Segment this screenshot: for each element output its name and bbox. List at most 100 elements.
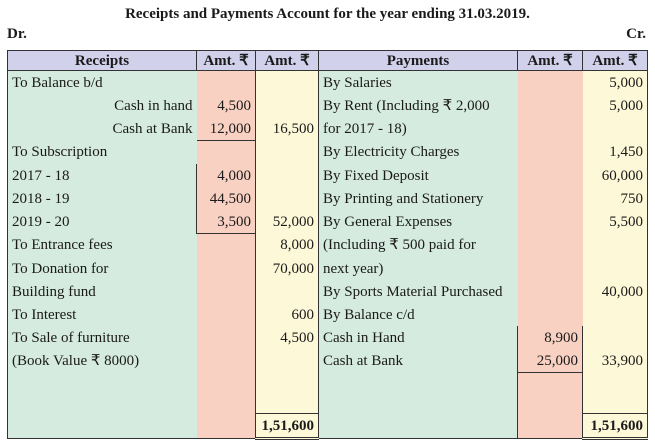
payment-particular: By Printing and Stationery bbox=[318, 187, 518, 210]
payment-amount-total: 40,000 bbox=[582, 280, 648, 303]
payment-amount-sub bbox=[517, 70, 583, 94]
payment-amount-total: 5,000 bbox=[582, 94, 648, 117]
header-payments: Payments bbox=[318, 50, 518, 71]
receipt-amount-sub: 3,500 bbox=[196, 210, 256, 234]
payment-particular: Cash at Bank bbox=[318, 349, 518, 373]
receipt-amount-sub bbox=[196, 257, 256, 280]
receipts-total: 1,51,600 bbox=[255, 413, 319, 440]
payment-amount-total bbox=[582, 117, 648, 141]
header-amount: Amt. ₹ bbox=[517, 50, 583, 71]
receipt-amount-total: 70,000 bbox=[255, 257, 319, 280]
header-amount: Amt. ₹ bbox=[255, 50, 319, 71]
payment-amount-sub bbox=[517, 117, 583, 141]
receipt-particular: To Donation for bbox=[7, 257, 197, 280]
payment-amount-total: 750 bbox=[582, 187, 648, 210]
payment-amount-sub bbox=[517, 140, 583, 164]
payment-amount-sub bbox=[517, 164, 583, 187]
payment-particular: for 2017 - 18) bbox=[318, 117, 518, 141]
payment-amount-total bbox=[582, 257, 648, 280]
table-row: (Book Value ₹ 8000) Cash at Bank 25,000 33,… bbox=[7, 349, 648, 373]
payment-amount-total bbox=[582, 326, 648, 349]
payment-particular: By Sports Material Purchased bbox=[318, 280, 518, 303]
receipt-amount-sub bbox=[196, 280, 256, 303]
table-row: 2017 - 18 4,000 By Fixed Deposit 60,000 bbox=[7, 164, 648, 187]
receipt-amount-total bbox=[255, 280, 319, 303]
payment-particular: (Including ₹ 500 paid for bbox=[318, 233, 518, 257]
receipt-particular: To Entrance fees bbox=[7, 233, 197, 257]
payment-amount-sub: 8,900 bbox=[517, 326, 583, 349]
receipt-amount-total bbox=[255, 187, 319, 210]
receipt-amount-sub bbox=[196, 233, 256, 257]
table-row: Building fund By Sports Material Purchase… bbox=[7, 280, 648, 303]
payment-amount-total: 5,500 bbox=[582, 210, 648, 234]
receipt-amount-total bbox=[255, 140, 319, 164]
receipt-amount-sub bbox=[196, 349, 256, 373]
receipt-amount-total bbox=[255, 164, 319, 187]
receipt-particular: (Book Value ₹ 8000) bbox=[7, 349, 197, 373]
payment-amount-sub bbox=[517, 280, 583, 303]
table-row: 2019 - 20 3,500 52,000 By General Expenses 5… bbox=[7, 210, 648, 234]
payment-amount-total bbox=[582, 233, 648, 257]
receipt-amount-sub: 12,000 bbox=[196, 117, 256, 141]
payment-amount-total: 60,000 bbox=[582, 164, 648, 187]
payment-amount-sub bbox=[517, 210, 583, 234]
credit-label: Cr. bbox=[626, 26, 646, 42]
payment-amount-sub bbox=[517, 94, 583, 117]
payment-particular: By General Expenses bbox=[318, 210, 518, 234]
receipt-amount-total: 600 bbox=[255, 303, 319, 326]
receipt-particular: 2019 - 20 bbox=[7, 210, 197, 234]
receipt-amount-sub bbox=[196, 326, 256, 349]
receipt-amount-sub bbox=[196, 303, 256, 326]
payment-particular: next year) bbox=[318, 257, 518, 280]
receipt-amount-sub bbox=[196, 140, 256, 164]
totals-row: 1,51,600 1,51,600 bbox=[7, 413, 648, 440]
header-amount: Amt. ₹ bbox=[582, 50, 648, 71]
table-row: To Sale of furniture 4,500 Cash in Hand 8,9… bbox=[7, 326, 648, 349]
receipt-amount-sub: 4,000 bbox=[196, 164, 256, 187]
page-title: Receipts and Payments Account for the ye… bbox=[125, 6, 530, 22]
payment-particular: By Electricity Charges bbox=[318, 140, 518, 164]
payment-particular: Cash in Hand bbox=[318, 326, 518, 349]
receipt-particular: Cash at Bank bbox=[7, 117, 197, 141]
payment-amount-sub bbox=[517, 303, 583, 326]
payment-particular: By Rent (Including ₹ 2,000 bbox=[318, 94, 518, 117]
payment-amount-total: 33,900 bbox=[582, 349, 648, 373]
payment-amount-sub bbox=[517, 187, 583, 210]
payment-amount-sub bbox=[517, 233, 583, 257]
receipt-particular: 2018 - 19 bbox=[7, 187, 197, 210]
receipt-amount-total: 8,000 bbox=[255, 233, 319, 257]
payment-particular: By Balance c/d bbox=[318, 303, 518, 326]
table-row: Cash in hand 4,500 By Rent (Including ₹ 2,… bbox=[7, 94, 648, 117]
payment-amount-total bbox=[582, 303, 648, 326]
table-row: Cash at Bank 12,000 16,500 for 2017 - 18) bbox=[7, 117, 648, 141]
debit-label: Dr. bbox=[7, 26, 27, 42]
receipt-particular: To Balance b/d bbox=[7, 70, 197, 94]
receipt-amount-total bbox=[255, 70, 319, 94]
receipt-amount-sub: 44,500 bbox=[196, 187, 256, 210]
receipt-particular: To Interest bbox=[7, 303, 197, 326]
payment-particular: By Fixed Deposit bbox=[318, 164, 518, 187]
payment-amount-sub bbox=[517, 257, 583, 280]
header-amount: Amt. ₹ bbox=[196, 50, 256, 71]
table-row: 2018 - 19 44,500 By Printing and Stationer… bbox=[7, 187, 648, 210]
table-row: To Subscription By Electricity Charges 1,4… bbox=[7, 140, 648, 164]
receipts-payments-table: Receipts Amt. ₹ Amt. ₹ Payments Amt. ₹ A… bbox=[7, 50, 648, 440]
receipt-amount-total bbox=[255, 349, 319, 373]
receipt-particular: To Sale of furniture bbox=[7, 326, 197, 349]
header-receipts: Receipts bbox=[7, 50, 197, 71]
receipt-amount-total: 16,500 bbox=[255, 117, 319, 141]
payment-particular: By Salaries bbox=[318, 70, 518, 94]
receipt-amount-total: 52,000 bbox=[255, 210, 319, 234]
table-row: To Interest 600 By Balance c/d bbox=[7, 303, 648, 326]
table-row: To Balance b/d By Salaries 5,000 bbox=[7, 70, 648, 94]
table-row: To Entrance fees 8,000 (Including ₹ 500 pa… bbox=[7, 233, 648, 257]
payment-amount-total: 1,450 bbox=[582, 140, 648, 164]
payments-total: 1,51,600 bbox=[582, 413, 648, 440]
payment-amount-total: 5,000 bbox=[582, 70, 648, 94]
table-row: To Donation for 70,000 next year) bbox=[7, 257, 648, 280]
receipt-amount-total bbox=[255, 94, 319, 117]
receipt-amount-total: 4,500 bbox=[255, 326, 319, 349]
payment-amount-sub: 25,000 bbox=[517, 349, 583, 373]
header-row: Receipts Amt. ₹ Amt. ₹ Payments Amt. ₹ A… bbox=[7, 50, 648, 71]
receipt-amount-sub: 4,500 bbox=[196, 94, 256, 117]
